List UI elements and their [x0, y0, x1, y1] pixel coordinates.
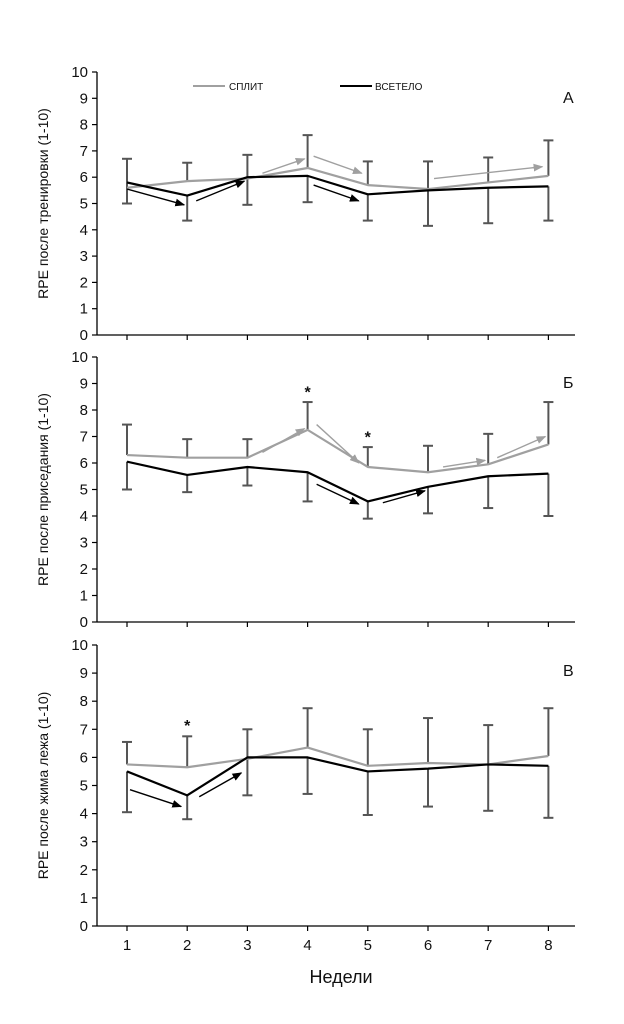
y-tick-label: 1: [80, 890, 88, 907]
y-tick-label: 7: [80, 721, 88, 738]
y-tick-label: 9: [80, 90, 88, 107]
legend-label-whole-body: ВСЕТЕЛО: [375, 82, 423, 93]
significance-star: *: [365, 430, 372, 447]
y-axis-label: RPE после тренировки (1-10): [35, 108, 51, 299]
trend-arrow: [433, 163, 544, 180]
y-tick-label: 4: [80, 222, 88, 239]
y-tick-label: 8: [80, 117, 88, 134]
x-tick-label: 4: [303, 937, 311, 954]
y-axis-label: RPE после приседания (1-10): [35, 393, 51, 586]
legend: СПЛИТ ВСЕТЕЛО: [193, 82, 423, 93]
panel-c: 0 1 2 3 4 5 6 7 8 9 10 1 2 3 4 5 6 7 8 RPE после жима лежа …: [35, 637, 575, 954]
x-tick-label: 6: [424, 937, 432, 954]
panel-letter: А: [563, 90, 574, 107]
x-axis-label: Недели: [309, 967, 372, 987]
panel-letter: Б: [563, 375, 574, 392]
x-tick-label: 1: [123, 937, 131, 954]
trend-arrow: [382, 489, 426, 504]
x-tick-label: 7: [484, 937, 492, 954]
trend-arrow: [496, 435, 547, 459]
x-tick-label: 5: [364, 937, 372, 954]
y-tick-label: 7: [80, 429, 88, 446]
trend-arrow: [262, 157, 306, 174]
y-tick-label: 10: [71, 64, 88, 81]
y-tick-label: 6: [80, 749, 88, 766]
y-tick-label: 4: [80, 508, 88, 525]
y-tick-label: 0: [80, 918, 88, 935]
significance-star: *: [304, 384, 311, 401]
significance-star: *: [184, 718, 191, 735]
y-tick-label: 4: [80, 806, 88, 823]
legend-label-split: СПЛИТ: [229, 82, 263, 93]
x-tick-label: 3: [243, 937, 251, 954]
y-tick-label: 5: [80, 778, 88, 795]
series-line-whole-body: [126, 756, 549, 797]
trend-arrow: [129, 789, 183, 808]
y-tick-label: 10: [71, 637, 88, 654]
x-tick-label: 8: [544, 937, 552, 954]
y-tick-label: 3: [80, 834, 88, 851]
y-tick-label: 8: [80, 693, 88, 710]
panel-letter: В: [563, 663, 574, 680]
y-tick-label: 7: [80, 143, 88, 160]
series-line-split: [126, 428, 549, 474]
trend-arrow: [126, 188, 186, 207]
y-tick-label: 5: [80, 482, 88, 499]
y-tick-label: 9: [80, 665, 88, 682]
trend-arrow: [313, 184, 360, 202]
y-tick-label: 5: [80, 196, 88, 213]
panel-a: 0 1 2 3 4 5 6 7 8 9 10 RPE после тренировки (1-10) А: [35, 64, 575, 344]
y-tick-label: 0: [80, 327, 88, 344]
series-line-whole-body: [126, 460, 549, 503]
series-line-whole-body: [126, 174, 549, 197]
y-tick-label: 6: [80, 455, 88, 472]
trend-arrow: [262, 427, 306, 454]
trend-arrow: [198, 772, 243, 798]
trend-arrow: [195, 180, 246, 202]
y-tick-label: 8: [80, 402, 88, 419]
y-tick-label: 1: [80, 588, 88, 605]
series-line-split: [126, 166, 549, 191]
y-tick-label: 2: [80, 862, 88, 879]
panel-b: 0 1 2 3 4 5 6 7 8 9 10 RPE после приседания (1-10) Б…: [35, 349, 575, 631]
trend-arrow: [313, 155, 363, 174]
trend-arrow: [316, 483, 360, 505]
y-tick-label: 9: [80, 376, 88, 393]
y-tick-label: 1: [80, 301, 88, 318]
y-tick-label: 2: [80, 561, 88, 578]
y-tick-label: 3: [80, 248, 88, 265]
y-axis-label: RPE после жима лежа (1-10): [35, 692, 51, 880]
y-tick-label: 0: [80, 614, 88, 631]
y-tick-label: 6: [80, 169, 88, 186]
trend-arrow: [442, 457, 487, 468]
y-tick-label: 10: [71, 349, 88, 366]
y-tick-label: 2: [80, 274, 88, 291]
x-tick-label: 2: [183, 937, 191, 954]
trend-arrow: [316, 424, 360, 464]
y-tick-label: 3: [80, 535, 88, 552]
